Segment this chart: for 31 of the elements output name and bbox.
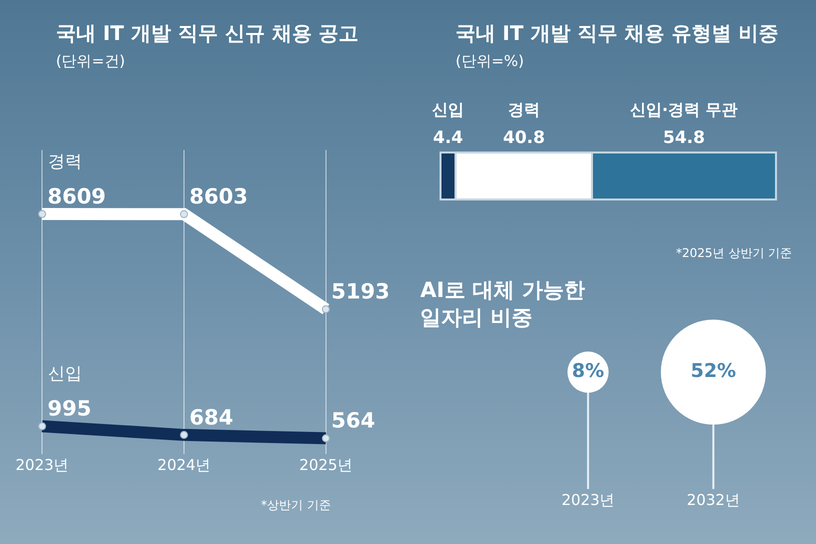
chart-title: 국내 IT 개발 직무 채용 유형별 비중 bbox=[455, 21, 778, 45]
text: 신입 bbox=[432, 100, 464, 119]
chart-subtitle: (단위=%) bbox=[455, 52, 524, 70]
data-label: 8% bbox=[572, 360, 604, 382]
data-label: 684 bbox=[189, 405, 234, 430]
point bbox=[38, 210, 46, 218]
data-label: 52% bbox=[690, 360, 736, 382]
data-label: 40.8 bbox=[503, 128, 545, 148]
data-label: 8603 bbox=[189, 184, 248, 209]
text: *상반기 기준 bbox=[261, 498, 331, 512]
chart-subtitle: (단위=건) bbox=[56, 52, 126, 70]
text: 경력 bbox=[508, 100, 540, 119]
data-label: 4.4 bbox=[433, 128, 464, 148]
text: 신입 bbox=[48, 364, 82, 384]
text: 신입·경력 무관 bbox=[630, 100, 738, 119]
data-label: 5193 bbox=[331, 280, 390, 304]
text: 경력 bbox=[48, 152, 82, 172]
text: *2025년 상반기 기준 bbox=[676, 246, 792, 260]
text: AI로 대체 가능한 일자리 비중 bbox=[420, 278, 585, 330]
data-label: 564 bbox=[331, 408, 376, 433]
point bbox=[322, 305, 330, 314]
x-tick-label: 2024년 bbox=[157, 456, 211, 474]
data-label: 54.8 bbox=[663, 128, 705, 148]
point bbox=[180, 210, 188, 218]
category-label: 2023년 bbox=[561, 491, 615, 509]
chart-title: 국내 IT 개발 직무 신규 채용 공고 bbox=[56, 21, 359, 45]
x-tick-label: 2023년 bbox=[16, 456, 69, 474]
data-label: 8609 bbox=[47, 184, 106, 208]
data-label: 995 bbox=[47, 396, 92, 421]
category-label: 2032년 bbox=[686, 491, 740, 509]
x-tick-label: 2025년 bbox=[299, 456, 352, 474]
